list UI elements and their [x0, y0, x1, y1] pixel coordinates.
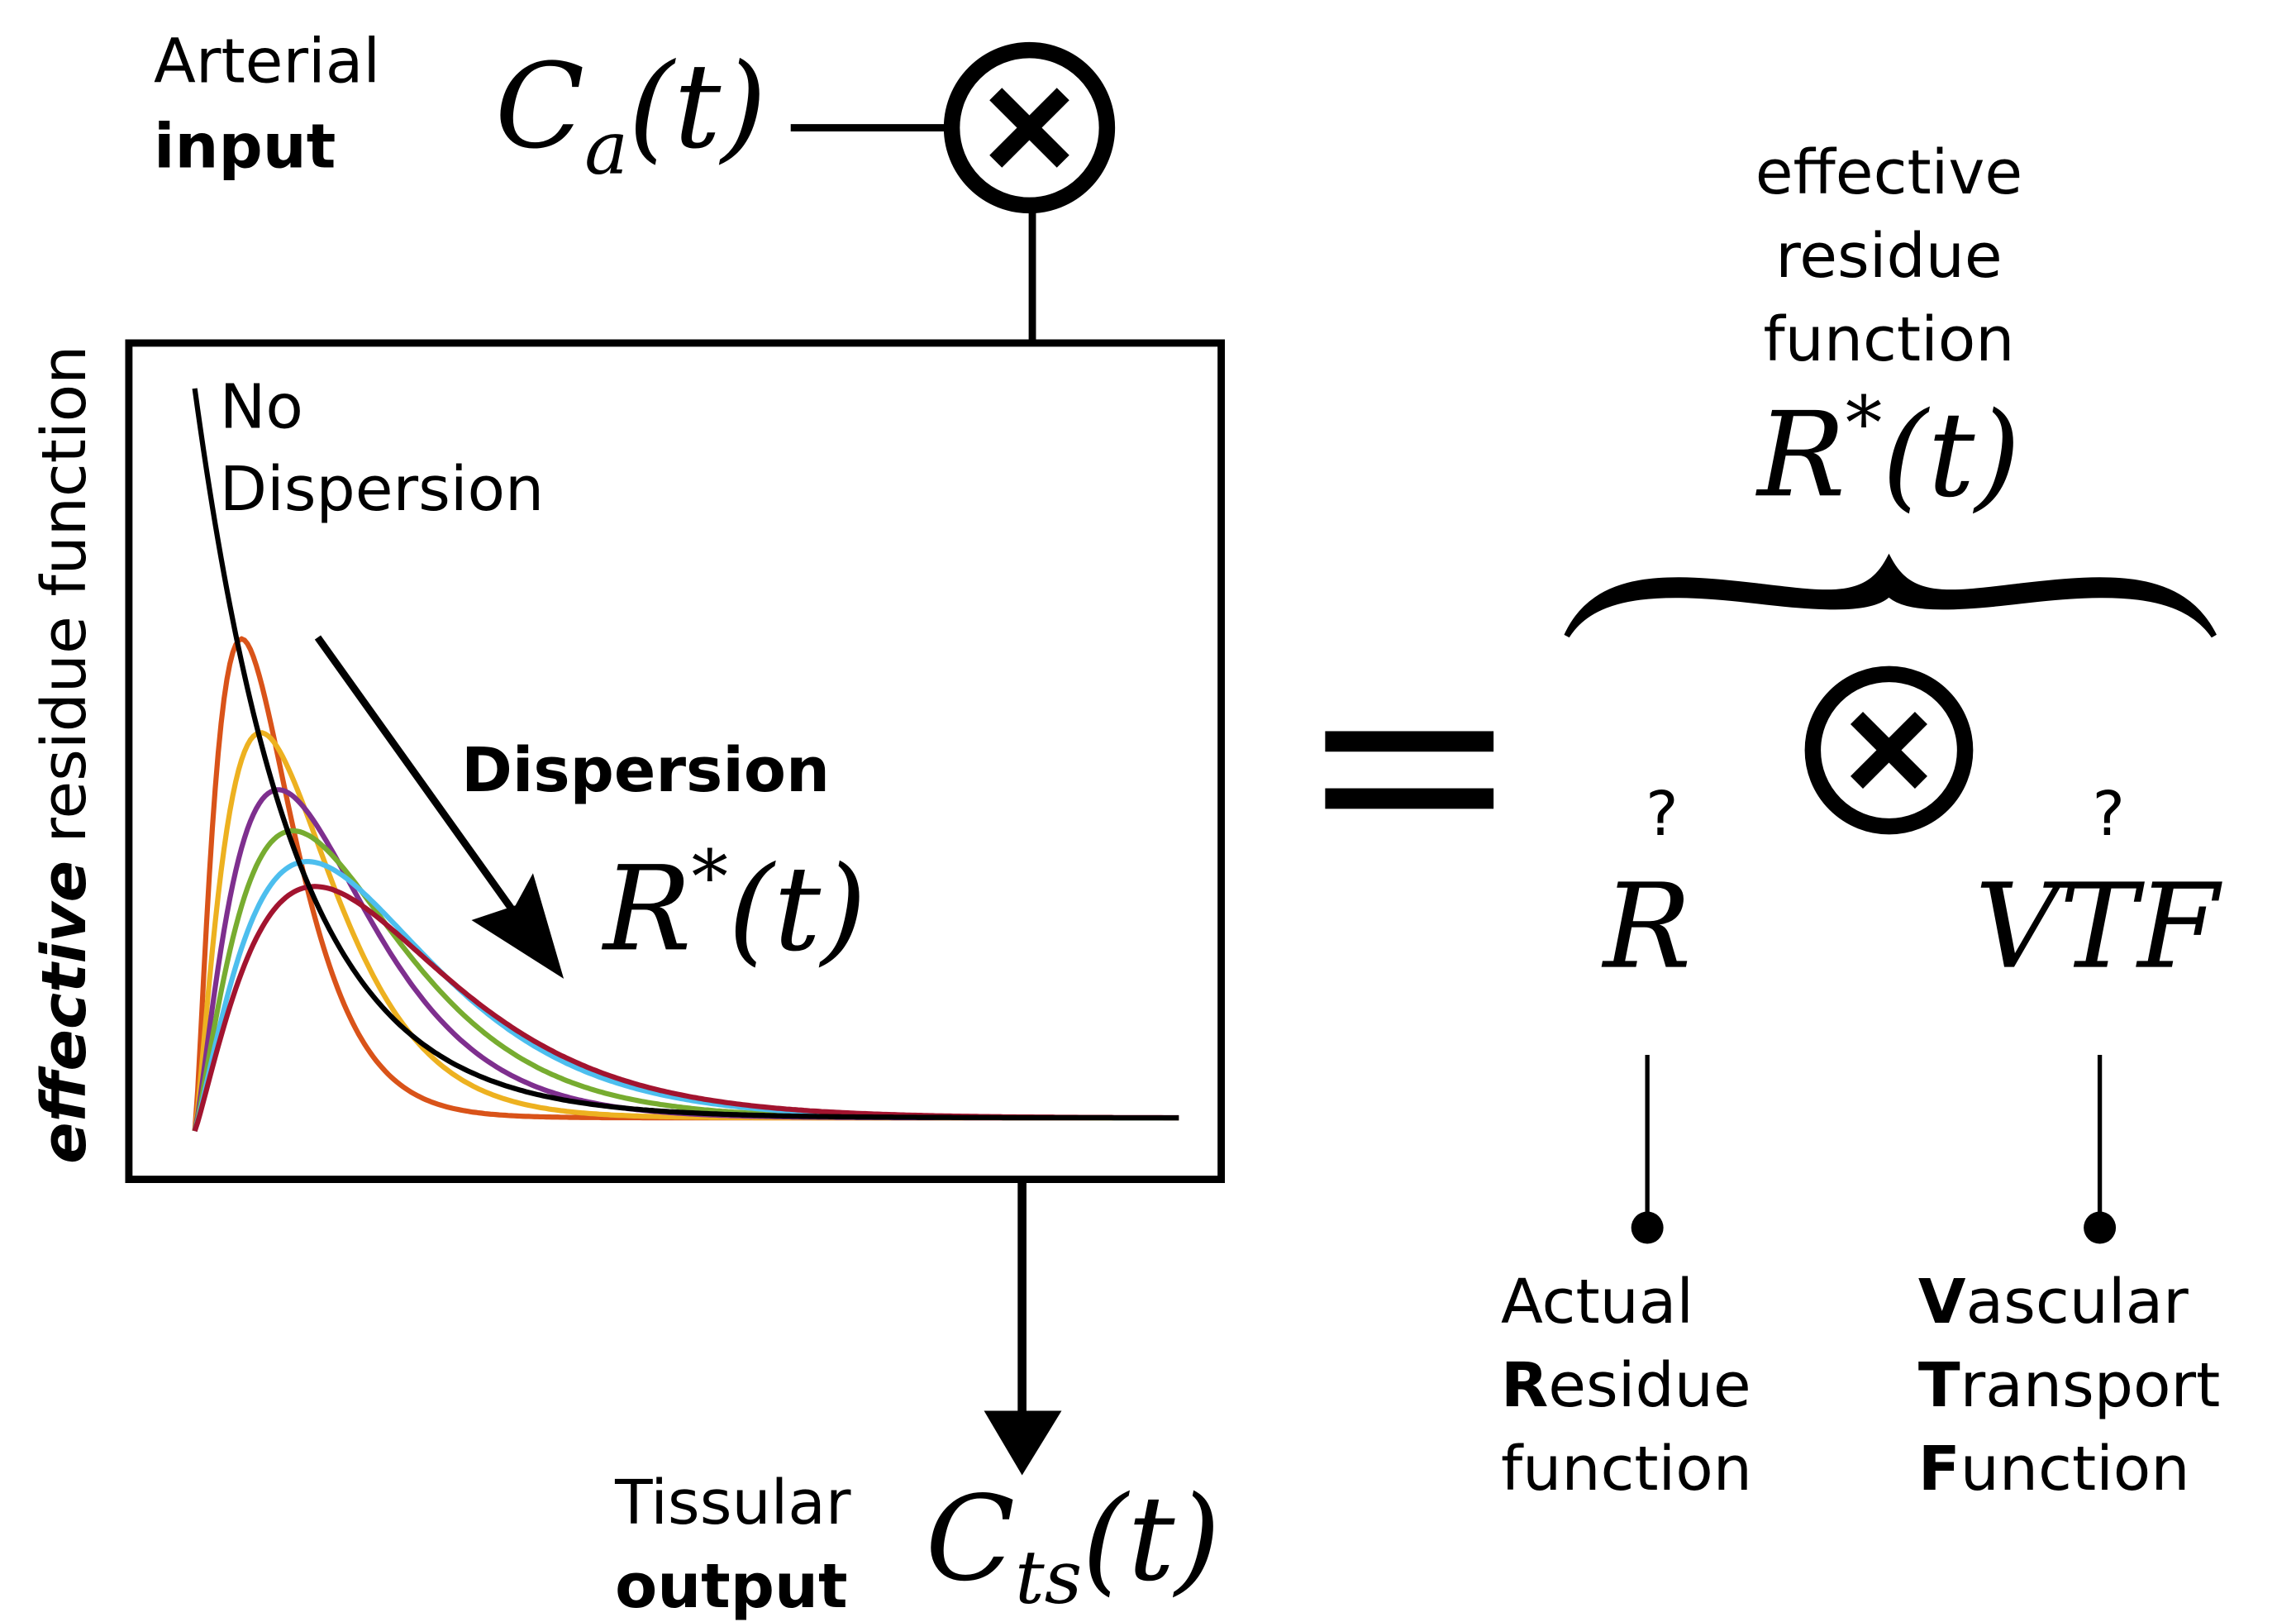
symbol-base: C [495, 39, 584, 175]
rest: ransport [1960, 1349, 2221, 1421]
component-description: Residue [1501, 1349, 1751, 1421]
curve [192, 388, 1179, 1121]
symbol-sub: a [584, 105, 628, 190]
component-description: Vascular [1918, 1266, 2189, 1338]
decomposition-title: residue [1775, 220, 2002, 292]
input-label: input [154, 110, 336, 182]
decomposition-symbol: R*(t) [1755, 381, 2021, 524]
initial: V [1918, 1266, 1966, 1338]
y-label-rest: residue function [28, 346, 100, 843]
curve-label: No [220, 371, 303, 443]
equals-bar [1325, 788, 1494, 809]
component-symbol: R [1601, 859, 1692, 995]
leader-dot [2084, 1211, 2117, 1244]
plot-frame [125, 339, 1226, 1184]
decomposition-title: effective [1755, 136, 2022, 208]
operator-cross [1850, 711, 1927, 789]
output-symbol: Cts(t) [926, 1471, 1221, 1620]
output-label: Tissular [614, 1467, 851, 1539]
decomposition-title: function [1763, 303, 2014, 375]
initial: R [1501, 1349, 1548, 1421]
operator-cross [989, 88, 1069, 168]
input-symbol: Ca(t) [495, 39, 767, 191]
leader-dot [1631, 1211, 1664, 1244]
y-label-emphasis: effective [28, 861, 100, 1164]
component-description: Actual [1501, 1266, 1693, 1338]
convolution-operator [943, 41, 1116, 214]
plot-symbol: R*(t) [601, 835, 867, 978]
rest: unction [1960, 1433, 2190, 1505]
component-description: Transport [1918, 1349, 2220, 1421]
component-description: function [1501, 1433, 1752, 1505]
symbol-base: C [926, 1471, 1015, 1607]
symbol-arg: (t) [1082, 1471, 1221, 1607]
curves [192, 388, 1179, 1133]
equals-bar [1325, 731, 1494, 752]
symbol-arg: (t) [728, 841, 867, 977]
symbol-arg: (t) [1882, 387, 2021, 523]
curve-label: Dispersion [220, 453, 544, 525]
y-axis-label: effective residue function [28, 346, 100, 1164]
component-symbol: VTF [1974, 859, 2222, 995]
component-description: Function [1918, 1433, 2190, 1505]
arrow-shaft [314, 635, 533, 937]
unknown: ? [2092, 778, 2124, 850]
convolution-operator [1804, 665, 1974, 835]
input-label: Arterial [154, 26, 380, 98]
initial: T [1918, 1349, 1960, 1421]
operator-circle [943, 41, 1116, 214]
output-label: output [615, 1550, 847, 1622]
dispersion-label: Dispersion [461, 734, 830, 806]
symbol-arg: (t) [628, 39, 767, 175]
symbol-base: R [1755, 387, 1846, 523]
rest: ascular [1965, 1266, 2189, 1338]
symbol-sub: ts [1015, 1535, 1082, 1620]
rest: esidue [1548, 1349, 1751, 1421]
operator-circle [1804, 665, 1974, 835]
arrow-head [471, 873, 564, 979]
symbol-sup: * [692, 835, 728, 920]
arrow-head [984, 1410, 1062, 1476]
symbol-sup: * [1846, 381, 1882, 466]
initial: F [1918, 1433, 1960, 1505]
brace [1564, 553, 2217, 638]
symbol-base: R [601, 841, 692, 977]
unknown: ? [1646, 778, 1679, 850]
